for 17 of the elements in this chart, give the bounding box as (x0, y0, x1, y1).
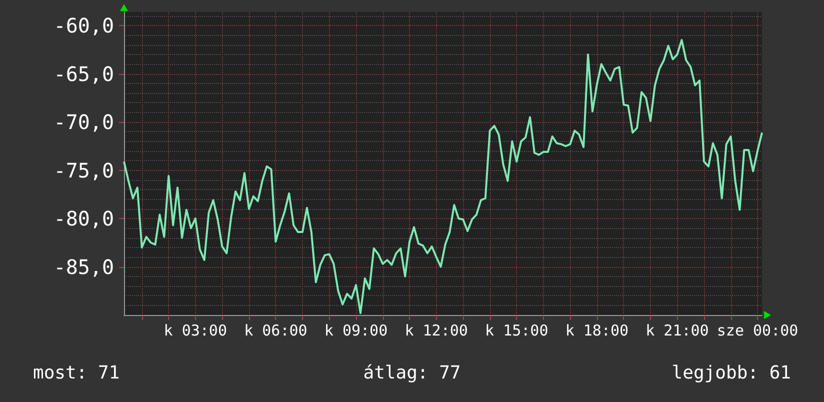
y-tick-label: -85,0 (54, 254, 114, 279)
text: most: 71 (33, 362, 120, 384)
y-tick-label: -80,0 (54, 206, 114, 231)
y-tick-label: -70,0 (54, 110, 114, 134)
x-tick-label: k 15:00 (485, 322, 548, 340)
text: legjobb: 61 (672, 362, 792, 384)
x-tick-label: k 06:00 (244, 322, 308, 340)
text: átlag: 77 (363, 362, 461, 384)
x-tick-label: k 21:00 (646, 322, 709, 340)
y-tick-label: -60,0 (54, 14, 114, 38)
x-tick-label: k 18:00 (565, 322, 629, 340)
x-tick-label: k 03:00 (164, 322, 227, 340)
x-tick-label: k 09:00 (324, 322, 388, 340)
y-tick-label: -75,0 (54, 158, 114, 182)
x-tick-label: sze 00:00 (716, 322, 798, 340)
x-tick-label: k 12:00 (404, 322, 468, 340)
y-tick-label: -65,0 (54, 62, 114, 86)
